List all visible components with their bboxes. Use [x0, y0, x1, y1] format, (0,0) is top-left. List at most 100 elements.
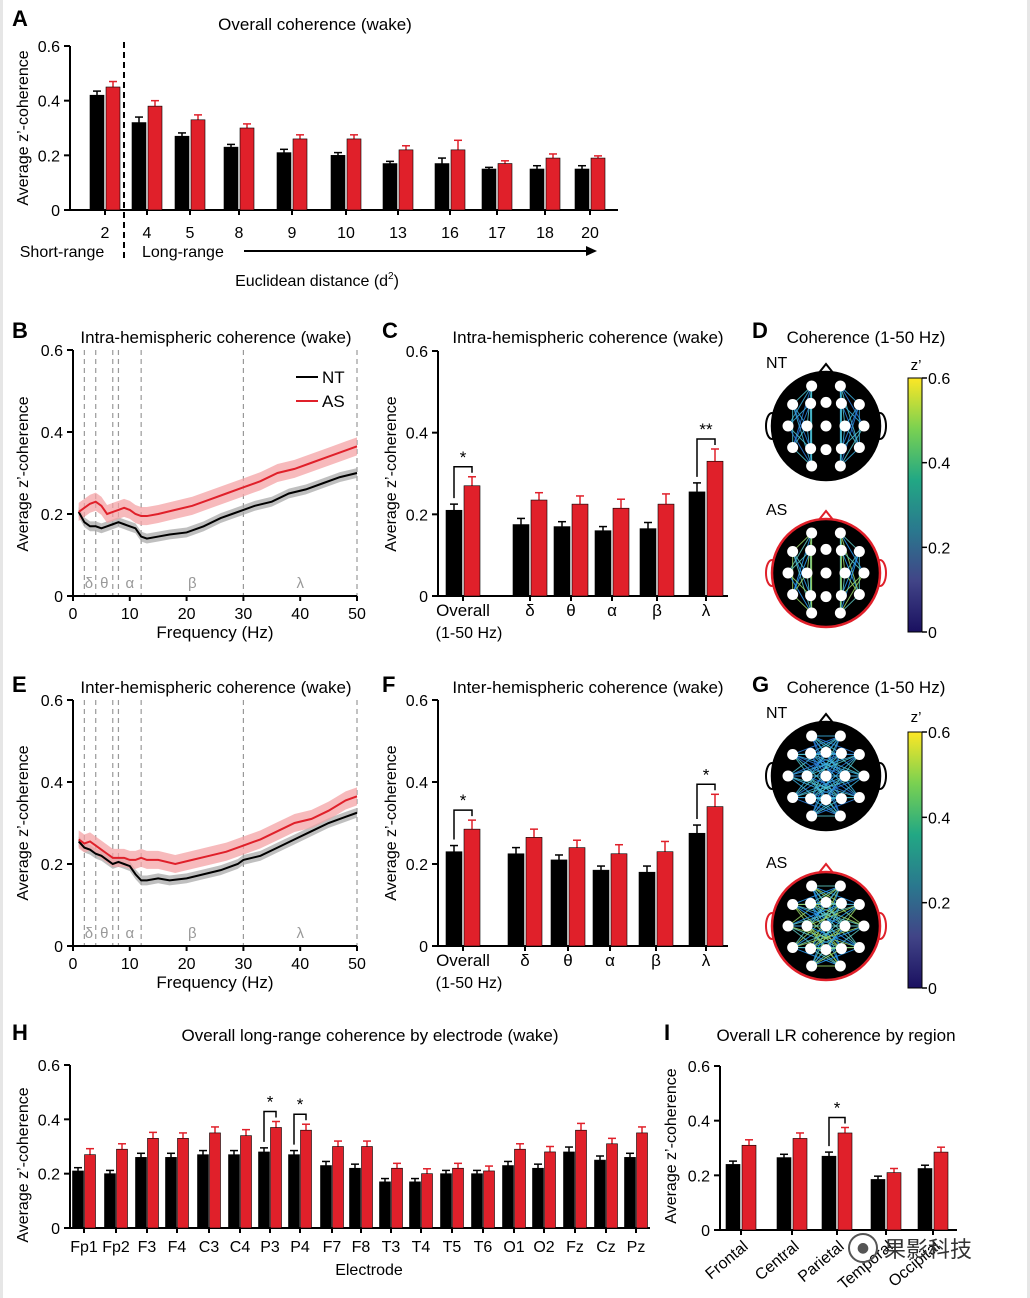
- electrode: [834, 380, 846, 392]
- coherence-edge: [810, 775, 865, 800]
- panel-letter: H: [12, 1020, 28, 1045]
- coherence-edge: [806, 775, 860, 799]
- x-tick-label: O2: [533, 1239, 554, 1256]
- electrode: [839, 770, 851, 782]
- bar-nt: [131, 122, 147, 211]
- electrode: [806, 880, 818, 892]
- electrode: [782, 420, 794, 432]
- panel-title: Intra-hemispheric coherence (wake): [452, 328, 723, 347]
- bar-nt: [409, 1181, 421, 1229]
- electrode: [858, 567, 870, 579]
- x-tick-label: δ: [520, 951, 529, 970]
- colorbar: [907, 731, 923, 989]
- bar-as: [657, 503, 675, 597]
- x-axis-label: Frequency (Hz): [156, 973, 273, 992]
- x-axis-label: Euclidean distance (d2): [235, 271, 399, 290]
- panel-d: D Coherence (1-50 Hz) NT AS z’ 0.6 0.4 0.2 0: [752, 318, 950, 642]
- colorbar-tick-label: 0.4: [928, 810, 950, 827]
- x-tick-label: λ: [702, 601, 711, 620]
- band-label: β: [188, 575, 197, 592]
- y-tick-label: 0: [54, 589, 63, 606]
- watermark: ● 果影科技: [848, 1232, 972, 1264]
- significance-marker: *: [703, 765, 710, 784]
- x-tick-sublabel: (1-50 Hz): [436, 625, 503, 642]
- coherence-edge: [787, 903, 860, 927]
- bar-as: [706, 460, 724, 597]
- coherence-edge: [787, 775, 842, 800]
- y-tick-label: 0.6: [41, 693, 63, 710]
- y-axis-label: Average z’-coherence: [15, 396, 32, 551]
- coherence-edge: [810, 902, 860, 905]
- x-tick-label: δ: [525, 601, 534, 620]
- electrode: [839, 567, 851, 579]
- nose: [817, 862, 835, 875]
- bar-as: [530, 499, 548, 597]
- electrode: [834, 527, 846, 539]
- coherence-edge: [787, 752, 842, 777]
- coherence-edge: [792, 797, 841, 817]
- x-tick-label: λ: [702, 951, 711, 970]
- bar-nt: [382, 163, 398, 211]
- electrode: [835, 443, 847, 455]
- bar-nt: [197, 1154, 209, 1229]
- coherence-edge: [810, 735, 841, 754]
- x-tick-sublabel: (1-50 Hz): [436, 975, 503, 992]
- coherence-edge: [839, 532, 865, 574]
- nose: [817, 509, 835, 522]
- bar-as: [463, 485, 481, 597]
- electrode: [853, 398, 865, 410]
- y-tick-label: 0.2: [38, 148, 60, 165]
- electrode: [834, 730, 846, 742]
- electrode: [820, 920, 832, 932]
- bar-nt: [349, 1167, 361, 1229]
- panel-title: Overall long-range coherence by electrod…: [181, 1026, 558, 1045]
- long-range-label: Long-range: [142, 244, 224, 261]
- bar-nt: [471, 1173, 483, 1229]
- y-tick-label: 0.6: [406, 693, 428, 710]
- y-tick-label: 0.2: [688, 1168, 710, 1185]
- x-tick-label: F4: [168, 1239, 187, 1256]
- x-tick-label: 10: [337, 225, 355, 242]
- coherence-edge: [792, 551, 813, 614]
- coherence-edge: [810, 752, 860, 755]
- electrode: [787, 545, 799, 557]
- coherence-edge: [810, 902, 865, 927]
- arrow-head: [586, 246, 597, 256]
- bar-as: [177, 1138, 189, 1229]
- panel-title: Inter-hemispheric coherence (wake): [452, 678, 723, 697]
- coherence-edge: [792, 885, 841, 905]
- electrode: [835, 897, 847, 909]
- head-map-as: [765, 509, 887, 629]
- head-map-nt: [765, 712, 887, 832]
- bar-nt: [379, 1181, 391, 1229]
- x-tick-label: Fz: [566, 1239, 584, 1256]
- electrode: [782, 770, 794, 782]
- electrode: [806, 810, 818, 822]
- bar-as: [706, 806, 724, 947]
- bar-as: [741, 1144, 757, 1231]
- coherence-edge: [810, 752, 865, 777]
- coherence-edge: [839, 572, 865, 614]
- x-tick-label: C4: [230, 1239, 251, 1256]
- y-tick-label: 0: [419, 589, 428, 606]
- bar-nt: [512, 524, 530, 597]
- bar-nt: [72, 1170, 84, 1229]
- panel-g: G Coherence (1-50 Hz) NT AS z’ 0.6 0.4 0.2 0: [752, 672, 950, 998]
- group-label-nt: NT: [766, 705, 788, 722]
- x-tick-label: Frontal: [702, 1238, 751, 1283]
- bar-as: [292, 138, 308, 211]
- bar-as: [147, 1138, 159, 1229]
- bar-nt: [563, 1151, 575, 1229]
- bar-as: [190, 119, 206, 211]
- bar-as: [116, 1148, 128, 1229]
- electrode: [834, 960, 846, 972]
- series-line-nt: [77, 811, 358, 882]
- coherence-edge: [839, 551, 860, 614]
- electrode: [787, 942, 799, 954]
- y-tick-label: 0: [54, 939, 63, 956]
- x-tick-label: 40: [291, 606, 309, 623]
- bar-as: [606, 1143, 618, 1229]
- electrode: [834, 880, 846, 892]
- bar-nt: [320, 1165, 332, 1229]
- significance-bracket: [293, 1113, 307, 1145]
